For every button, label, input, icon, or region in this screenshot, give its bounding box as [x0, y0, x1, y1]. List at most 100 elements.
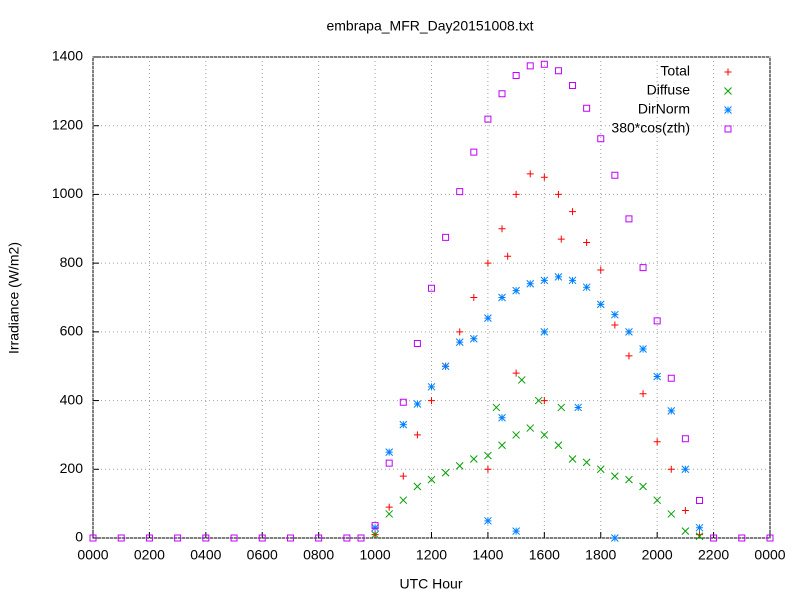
- data-point: [540, 276, 549, 285]
- data-point: [681, 507, 689, 515]
- data-point: [667, 465, 675, 473]
- chart-title: embrapa_MFR_Day20151008.txt: [326, 18, 533, 34]
- data-point: [625, 475, 633, 484]
- data-point: [695, 532, 704, 541]
- data-point: [498, 413, 506, 422]
- data-point: [517, 376, 526, 384]
- data-point: [597, 266, 605, 274]
- data-point: [540, 431, 549, 439]
- data-point: [385, 448, 394, 456]
- data-point: [611, 534, 619, 542]
- data-point: [639, 390, 647, 398]
- y-tick-label: 1200: [52, 116, 83, 132]
- data-point: [371, 530, 379, 539]
- data-point: [526, 62, 534, 70]
- data-point: [286, 534, 294, 542]
- data-point: [427, 382, 436, 391]
- data-point: [441, 468, 450, 477]
- data-point: [504, 252, 512, 260]
- data-point: [574, 403, 583, 412]
- data-point: [582, 283, 591, 292]
- data-point: [89, 534, 97, 542]
- data-point: [371, 523, 379, 532]
- data-point: [385, 503, 393, 511]
- data-point: [456, 188, 464, 196]
- data-point: [695, 531, 703, 539]
- x-tick-label: 2200: [698, 547, 729, 563]
- x-tick-label: 0800: [303, 547, 334, 563]
- data-point: [456, 328, 464, 336]
- x-tick-label: 0400: [190, 547, 221, 563]
- x-tick-label: 2000: [642, 547, 673, 563]
- data-point: [597, 135, 605, 143]
- data-point: [174, 534, 182, 542]
- data-point: [766, 534, 774, 542]
- data-point: [667, 510, 676, 518]
- data-point: [526, 170, 534, 178]
- data-point: [695, 497, 703, 505]
- data-point: [526, 424, 535, 432]
- data-point: [512, 190, 520, 198]
- legend-marker: [724, 87, 732, 95]
- y-tick-label: 800: [60, 254, 84, 270]
- data-point: [512, 431, 520, 439]
- data-point: [427, 475, 436, 484]
- data-point: [625, 215, 633, 223]
- data-point: [357, 534, 365, 542]
- data-point: [484, 115, 492, 123]
- data-point: [554, 67, 562, 75]
- y-tick-label: 200: [60, 460, 84, 476]
- data-point: [653, 438, 661, 446]
- data-point: [512, 369, 520, 377]
- data-point: [583, 239, 591, 247]
- data-point: [371, 522, 379, 530]
- data-point: [202, 534, 210, 542]
- x-tick-label: 1200: [416, 547, 447, 563]
- data-point: [611, 310, 619, 319]
- data-point: [710, 534, 718, 542]
- data-point: [695, 523, 704, 532]
- data-point: [540, 328, 549, 336]
- data-point: [343, 534, 351, 542]
- data-point: [399, 398, 407, 406]
- data-point: [484, 259, 492, 267]
- y-tick-label: 0: [75, 529, 83, 545]
- x-tick-label: 1600: [529, 547, 560, 563]
- data-point: [583, 104, 591, 112]
- data-point: [596, 465, 605, 474]
- data-point: [569, 208, 577, 216]
- data-point: [540, 173, 548, 181]
- x-tick-label: 1400: [472, 547, 503, 563]
- data-point: [413, 400, 422, 408]
- data-point: [399, 472, 407, 480]
- data-point: [625, 328, 633, 336]
- data-point: [498, 441, 506, 450]
- data-point: [653, 496, 662, 505]
- data-point: [484, 516, 492, 525]
- legend-marker: [724, 68, 732, 76]
- data-point: [492, 403, 501, 412]
- data-point: [399, 420, 408, 429]
- data-point: [540, 397, 548, 405]
- data-point: [413, 431, 421, 439]
- data-point: [526, 279, 535, 288]
- data-point: [554, 190, 562, 198]
- data-point: [230, 534, 238, 542]
- data-point: [498, 293, 506, 302]
- data-point: [470, 148, 478, 156]
- data-point: [625, 352, 633, 360]
- data-point: [639, 264, 647, 272]
- data-point: [557, 403, 566, 412]
- data-point: [681, 435, 689, 443]
- data-point: [681, 527, 690, 535]
- data-point: [653, 317, 661, 325]
- x-tick-label: 1800: [585, 547, 616, 563]
- data-point: [399, 496, 408, 505]
- data-point: [498, 90, 506, 98]
- data-point: [484, 465, 492, 473]
- y-tick-label: 600: [60, 323, 84, 339]
- x-tick-label: 0000: [754, 547, 785, 563]
- data-point: [639, 345, 647, 353]
- data-point: [582, 458, 591, 467]
